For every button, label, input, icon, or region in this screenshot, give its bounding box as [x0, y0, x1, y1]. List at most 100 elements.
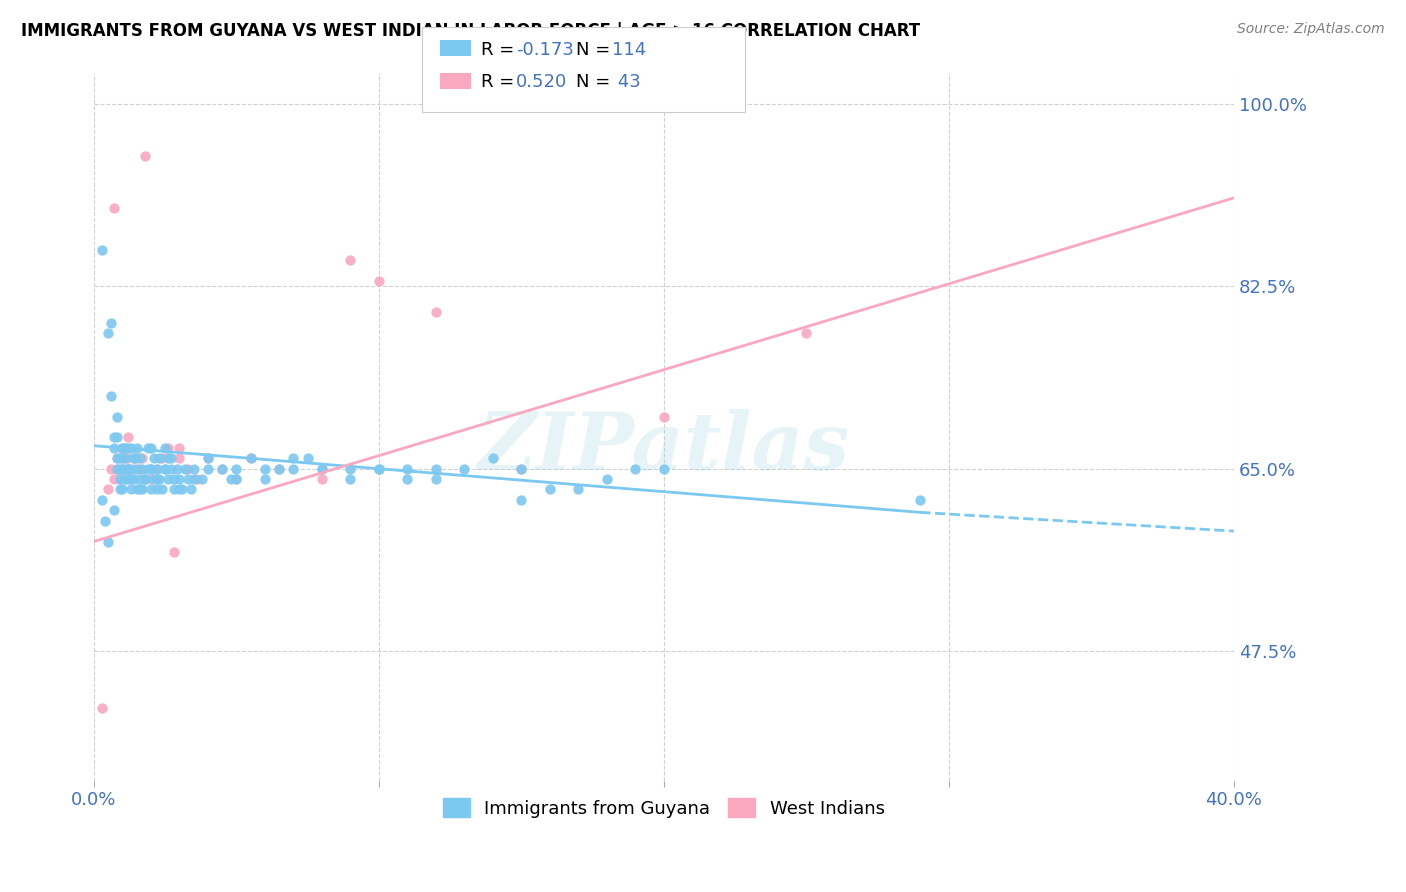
Point [103, 441, 125, 455]
Point [117, 451, 139, 466]
Point [103, 430, 125, 444]
Point [180, 483, 202, 497]
Point [111, 441, 134, 455]
Text: 114: 114 [612, 41, 645, 59]
Text: 43: 43 [612, 73, 640, 91]
Point [111, 461, 134, 475]
Point [100, 461, 122, 475]
Point [125, 483, 148, 497]
Point [183, 461, 205, 475]
Point [596, 472, 619, 486]
Point [142, 472, 165, 486]
Point [283, 451, 305, 466]
Point [131, 461, 153, 475]
Point [367, 461, 389, 475]
Point [108, 472, 131, 486]
Point [108, 461, 131, 475]
Point [131, 451, 153, 466]
Point [367, 274, 389, 288]
Point [134, 472, 156, 486]
Point [122, 451, 145, 466]
Point [108, 483, 131, 497]
Text: 0.520: 0.520 [516, 73, 567, 91]
Point [169, 441, 191, 455]
Point [128, 461, 150, 475]
Point [100, 316, 122, 330]
Point [225, 472, 247, 486]
Point [97, 483, 120, 497]
Point [134, 472, 156, 486]
Text: Source: ZipAtlas.com: Source: ZipAtlas.com [1237, 22, 1385, 37]
Point [339, 253, 361, 268]
Point [134, 149, 156, 163]
Point [225, 461, 247, 475]
Point [128, 451, 150, 466]
Point [103, 472, 125, 486]
Point [105, 461, 128, 475]
Point [169, 483, 191, 497]
Point [105, 451, 128, 466]
Point [197, 451, 219, 466]
Point [105, 451, 128, 466]
Point [191, 472, 214, 486]
Point [163, 483, 186, 497]
Point [396, 461, 419, 475]
Point [139, 483, 162, 497]
Point [153, 461, 176, 475]
Point [139, 441, 162, 455]
Point [111, 461, 134, 475]
Point [111, 483, 134, 497]
Point [367, 461, 389, 475]
Point [117, 472, 139, 486]
Point [139, 461, 162, 475]
Point [219, 472, 242, 486]
Point [114, 461, 136, 475]
Point [91, 492, 114, 507]
Text: R =: R = [481, 41, 520, 59]
Point [103, 202, 125, 216]
Point [567, 483, 589, 497]
Point [153, 441, 176, 455]
Point [510, 492, 533, 507]
Point [120, 472, 142, 486]
Point [114, 472, 136, 486]
Text: N =: N = [576, 73, 616, 91]
Point [120, 483, 142, 497]
Point [103, 503, 125, 517]
Point [160, 451, 183, 466]
Point [211, 461, 233, 475]
Point [425, 461, 447, 475]
Point [211, 461, 233, 475]
Point [157, 472, 180, 486]
Point [122, 451, 145, 466]
Point [134, 472, 156, 486]
Point [453, 461, 475, 475]
Point [91, 243, 114, 257]
Text: -0.173: -0.173 [516, 41, 574, 59]
Point [125, 441, 148, 455]
Point [339, 461, 361, 475]
Point [114, 472, 136, 486]
Point [425, 472, 447, 486]
Point [794, 326, 817, 341]
Point [197, 461, 219, 475]
Point [311, 461, 333, 475]
Point [108, 472, 131, 486]
Point [139, 461, 162, 475]
Point [239, 451, 262, 466]
Point [145, 461, 167, 475]
Point [145, 483, 167, 497]
Point [339, 472, 361, 486]
Point [148, 472, 170, 486]
Point [160, 461, 183, 475]
Point [108, 451, 131, 466]
Point [150, 451, 173, 466]
Point [117, 430, 139, 444]
Text: N =: N = [576, 41, 616, 59]
Point [538, 483, 561, 497]
Point [239, 451, 262, 466]
Point [163, 545, 186, 559]
Point [117, 461, 139, 475]
Point [157, 441, 180, 455]
Point [283, 461, 305, 475]
